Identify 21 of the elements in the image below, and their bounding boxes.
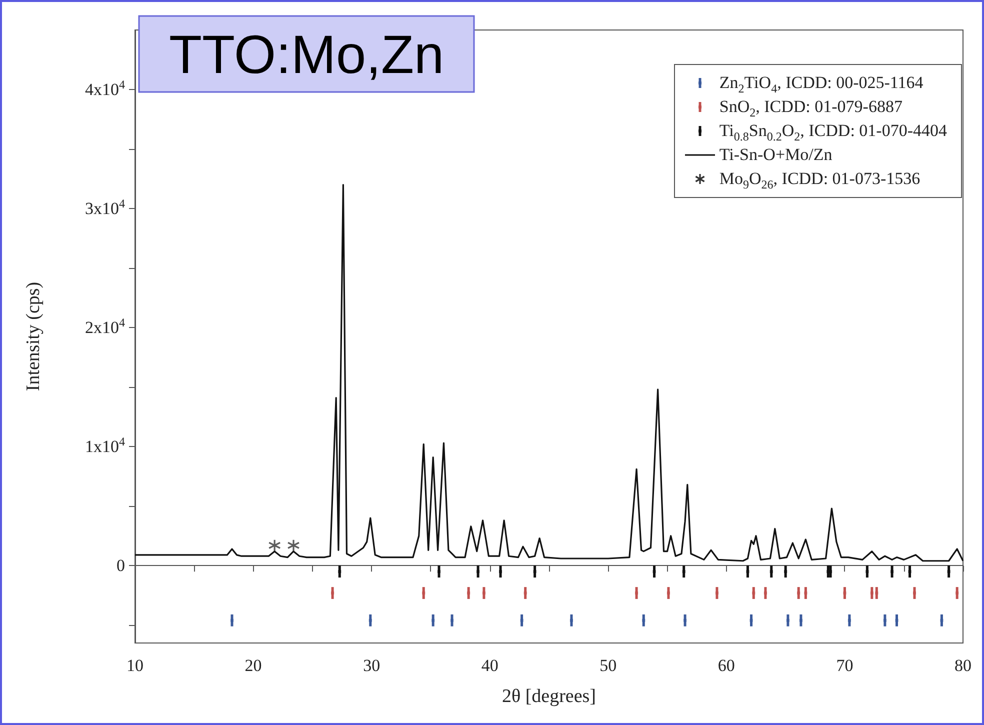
legend-label: SnO$_{2}$, ICDD: 01-079-6887 <box>719 97 902 120</box>
x-tick-label: 10 <box>126 656 144 675</box>
legend-label: Ti-Sn-O+Mo/Zn <box>719 145 832 165</box>
y-tick-label: 3x10$^{4}$ <box>85 196 125 219</box>
y-tick-label: 4x10$^{4}$ <box>85 76 125 100</box>
x-tick-label: 20 <box>244 656 262 675</box>
x-tick-label: 60 <box>718 656 735 675</box>
legend-label: Ti$_{0.8}$Sn$_{0.2}$O$_{2}$, ICDD: 01-070-4404 <box>719 121 947 144</box>
y-tick-label: 1x10$^{4}$ <box>85 434 125 457</box>
x-tick-label: 70 <box>836 656 854 675</box>
x-axis-title: 2θ [degrees] <box>502 686 596 707</box>
y-tick-label: 0 <box>116 556 125 576</box>
x-tick-label: 50 <box>600 656 617 675</box>
chart-title: TTO:Mo,Zn <box>169 25 444 85</box>
x-tick-label: 80 <box>954 656 972 675</box>
x-tick-label: 40 <box>481 656 498 675</box>
y-axis-title: Intensity (cps) <box>23 282 44 392</box>
legend-label: Zn$_{2}$TiO$_{4}$, ICDD: 00-025-1164 <box>719 73 924 96</box>
legend-label: Mo$_{9}$O$_{26}$, ICDD: 01-073-1536 <box>719 169 920 192</box>
y-tick-label: 2x10$^{4}$ <box>85 314 125 338</box>
x-tick-label: 30 <box>363 656 380 675</box>
